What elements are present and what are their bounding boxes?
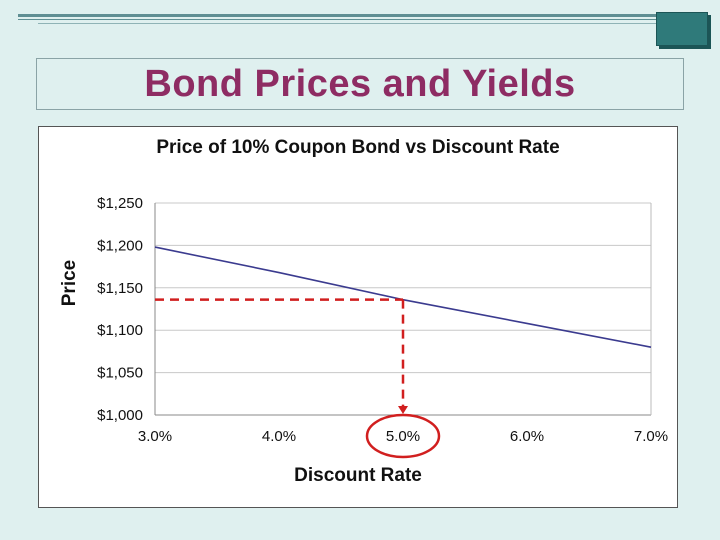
slide-title-box: Bond Prices and Yields <box>36 58 684 110</box>
y-tick-labels: $1,000 $1,050 $1,100 $1,150 $1,200 $1,250 <box>97 195 143 424</box>
y-axis-label: Price <box>59 259 80 307</box>
chart-container: $1,000 $1,050 $1,100 $1,150 $1,200 $1,250 3.0… <box>38 126 678 508</box>
decorative-square <box>656 12 708 46</box>
y-tick-label: $1,100 <box>97 322 143 339</box>
header-rule-inner <box>38 23 658 24</box>
highlight-annotation <box>155 298 441 459</box>
y-tick-label: $1,200 <box>97 237 143 254</box>
y-tick-label: $1,150 <box>97 280 143 297</box>
slide-title: Bond Prices and Yields <box>144 62 576 105</box>
x-tick-label: 6.0% <box>510 428 544 445</box>
x-tick-label: 5.0% <box>386 428 420 445</box>
y-tick-label: $1,250 <box>97 195 143 212</box>
x-axis-label: Discount Rate <box>294 465 422 486</box>
highlight-arrowhead <box>398 406 408 414</box>
header-rule-thin <box>18 19 658 20</box>
grid-lines <box>155 202 651 374</box>
x-tick-label: 3.0% <box>138 428 172 445</box>
x-tick-labels: 3.0% 4.0% 5.0% 6.0% 7.0% <box>138 428 668 445</box>
highlight-circle <box>365 413 441 459</box>
header-rule-thick <box>18 14 658 17</box>
y-tick-label: $1,000 <box>97 407 143 424</box>
chart-title: Price of 10% Coupon Bond vs Discount Rat… <box>156 137 560 158</box>
x-tick-label: 4.0% <box>262 428 296 445</box>
line-chart: $1,000 $1,050 $1,100 $1,150 $1,200 $1,250 3.0… <box>97 195 668 459</box>
x-tick-label: 7.0% <box>634 428 668 445</box>
y-tick-label: $1,050 <box>97 365 143 382</box>
